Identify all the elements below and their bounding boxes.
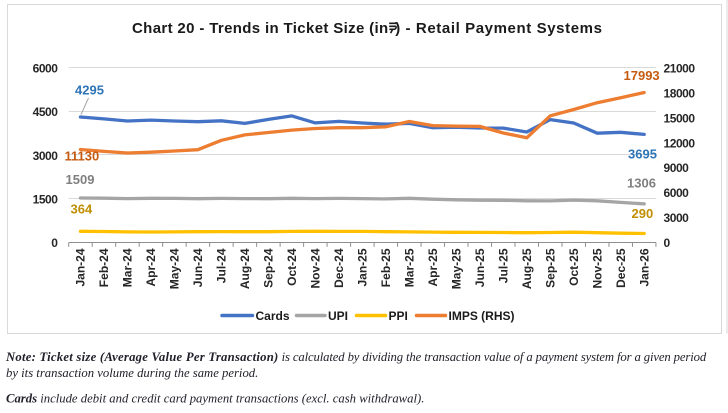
svg-text:364: 364	[71, 202, 93, 217]
svg-text:17993: 17993	[624, 68, 660, 83]
svg-text:4295: 4295	[75, 83, 104, 98]
svg-text:4500: 4500	[33, 105, 59, 119]
svg-text:Nov-25: Nov-25	[590, 248, 604, 288]
svg-text:Mar-24: Mar-24	[121, 248, 135, 287]
svg-text:Dec-25: Dec-25	[614, 248, 628, 288]
svg-text:1509: 1509	[66, 172, 95, 187]
svg-text:Jun-24: Jun-24	[191, 248, 205, 287]
svg-text:Oct-25: Oct-25	[567, 248, 581, 286]
svg-text:11130: 11130	[65, 149, 100, 164]
svg-text:Jul-24: Jul-24	[215, 248, 229, 283]
svg-text:Feb-24: Feb-24	[97, 248, 111, 287]
svg-text:Aug-25: Aug-25	[520, 248, 534, 289]
svg-text:Aug-24: Aug-24	[238, 248, 252, 289]
svg-text:12000: 12000	[664, 136, 696, 150]
svg-text:Feb-25: Feb-25	[379, 248, 393, 287]
svg-text:290: 290	[632, 206, 654, 221]
svg-text:Nov-24: Nov-24	[309, 248, 323, 288]
svg-text:by its transaction volume duri: by its transaction volume during the sam…	[6, 366, 258, 380]
svg-text:) - Retail Payment Systems: ) - Retail Payment Systems	[395, 20, 602, 37]
svg-text:May-25: May-25	[449, 248, 463, 289]
svg-text:6000: 6000	[33, 62, 59, 76]
svg-text:PPI: PPI	[389, 309, 408, 323]
svg-text:Cards include debit and credit: Cards include debit and credit card paym…	[6, 392, 424, 406]
svg-text:0: 0	[51, 236, 58, 250]
svg-text:Jun-25: Jun-25	[473, 248, 487, 287]
svg-text:Oct-24: Oct-24	[285, 248, 299, 286]
svg-text:Cards: Cards	[256, 309, 290, 323]
svg-text:Note: Ticket size (Average Val: Note: Ticket size (Average Value Per Tra…	[5, 350, 707, 364]
svg-text:6000: 6000	[664, 186, 690, 200]
svg-text:Mar-25: Mar-25	[403, 248, 417, 287]
svg-text:Jan-24: Jan-24	[74, 248, 88, 286]
svg-text:Apr-24: Apr-24	[144, 248, 158, 286]
svg-text:1306: 1306	[627, 176, 656, 191]
svg-text:0: 0	[664, 236, 671, 250]
svg-text:Chart 20 - Trends in Ticket Si: Chart 20 - Trends in Ticket Size (in	[132, 20, 389, 37]
svg-text:May-24: May-24	[168, 248, 182, 289]
svg-text:IMPS (RHS): IMPS (RHS)	[449, 309, 515, 323]
svg-text:3695: 3695	[628, 147, 657, 162]
svg-text:Dec-24: Dec-24	[332, 248, 346, 288]
svg-text:Jan-26: Jan-26	[637, 248, 651, 286]
svg-text:Apr-25: Apr-25	[426, 248, 440, 286]
svg-text:21000: 21000	[664, 62, 696, 76]
svg-text:3000: 3000	[664, 211, 690, 225]
svg-text:Jan-25: Jan-25	[356, 248, 370, 286]
svg-text:Sep-25: Sep-25	[543, 248, 557, 288]
svg-text:Jul-25: Jul-25	[496, 248, 510, 283]
svg-text:3000: 3000	[33, 149, 59, 163]
svg-text:1500: 1500	[33, 192, 59, 206]
svg-text:9000: 9000	[664, 161, 690, 175]
svg-text:15000: 15000	[664, 111, 696, 125]
svg-text:UPI: UPI	[328, 309, 348, 323]
svg-text:18000: 18000	[664, 87, 696, 101]
svg-text:Sep-24: Sep-24	[262, 248, 276, 288]
